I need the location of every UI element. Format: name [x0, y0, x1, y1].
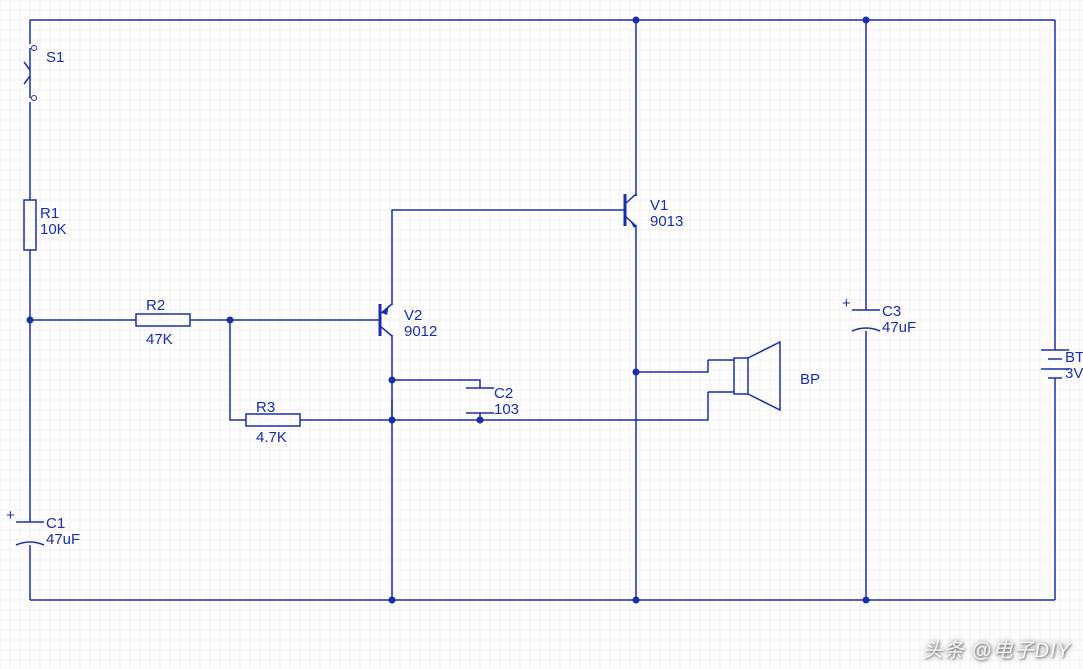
junction-8 — [863, 17, 869, 23]
C1-ref: C1 — [46, 515, 65, 532]
R3-val: 4.7K — [256, 429, 287, 446]
junction-4 — [477, 417, 483, 423]
V2-val: 9012 — [404, 323, 437, 340]
svg-text:+: + — [842, 295, 851, 312]
C2-val: 103 — [494, 401, 519, 418]
junction-2 — [389, 377, 395, 383]
V1-val: 9013 — [650, 213, 683, 230]
R1-val: 10K — [40, 221, 67, 238]
junction-1 — [227, 317, 233, 323]
junction-9 — [863, 597, 869, 603]
junction-3 — [389, 417, 395, 423]
junction-10 — [389, 597, 395, 603]
R1-ref: R1 — [40, 205, 59, 222]
BP-ref: BP — [800, 371, 820, 388]
R2-val: 47K — [146, 331, 173, 348]
C2-ref: C2 — [494, 385, 513, 402]
V1-ref: V1 — [650, 197, 668, 214]
C1-val: 47uF — [46, 531, 80, 548]
BT-val: 3V — [1065, 365, 1083, 382]
junction-7 — [633, 597, 639, 603]
C3-ref: C3 — [882, 303, 901, 320]
R3-ref: R3 — [256, 399, 275, 416]
svg-text:+: + — [6, 507, 15, 524]
C3-val: 47uF — [882, 319, 916, 336]
R2-ref: R2 — [146, 297, 165, 314]
junction-6 — [633, 369, 639, 375]
V2-ref: V2 — [404, 307, 422, 324]
junction-5 — [633, 17, 639, 23]
S1-ref: S1 — [46, 49, 64, 66]
junction-0 — [27, 317, 33, 323]
BT-ref: BT — [1065, 349, 1083, 366]
